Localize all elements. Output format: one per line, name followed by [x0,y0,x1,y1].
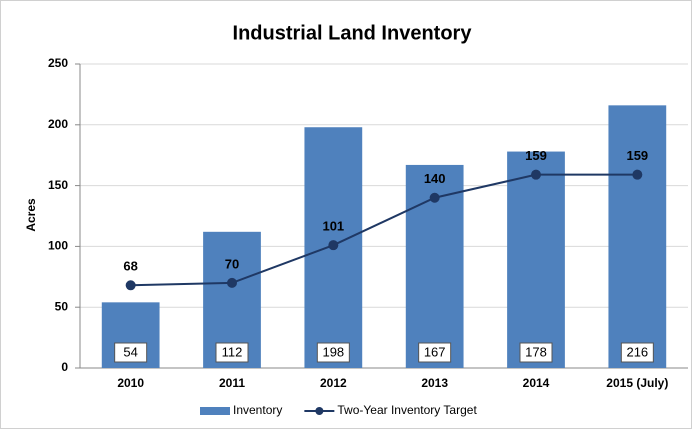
bar [507,151,565,368]
y-tick-label: 150 [48,178,68,192]
legend-swatch [200,407,230,415]
bar-label: 178 [525,344,547,359]
legend-label: Two-Year Inventory Target [337,403,477,417]
bar-label: 112 [222,344,243,359]
y-tick-label: 50 [55,299,69,313]
line-label: 101 [322,219,344,234]
chart-title: Industrial Land Inventory [233,22,473,44]
legend-marker [315,407,324,415]
line-label: 68 [123,259,137,274]
bar-label-box [316,342,350,363]
bar-label-box [215,342,249,363]
line-label: 140 [424,171,446,186]
y-tick-label: 100 [48,239,68,253]
x-tick-label: 2012 [320,376,347,390]
bar-label: 216 [626,344,648,359]
bar-label: 198 [322,344,344,359]
y-tick-label: 250 [48,56,68,70]
line-marker [227,277,237,288]
line-marker [125,280,136,291]
x-tick-label: 2011 [219,376,245,390]
y-tick-label: 0 [61,360,68,374]
line-marker [531,169,541,180]
bar-label-box [620,342,654,363]
line-label: 70 [225,256,239,271]
x-tick-label: 2015 (July) [606,376,668,390]
line-marker [632,169,643,180]
bar-label: 167 [424,344,446,359]
x-tick-label: 2014 [523,376,550,390]
line-marker [328,240,339,251]
bar [608,105,667,369]
bar-label-box [418,342,452,363]
bar-label-box [114,342,148,363]
y-tick-label: 200 [48,117,68,131]
bar-label: 54 [123,344,137,359]
x-tick-label: 2013 [421,376,448,390]
y-axis-label: Acres [24,198,38,232]
x-tick-label: 2010 [117,376,144,390]
bar-label-box [519,342,553,363]
legend-label: Inventory [233,403,282,417]
line [130,173,638,287]
line-label: 159 [626,148,648,163]
line-marker [429,192,440,203]
line-label: 159 [525,148,547,163]
